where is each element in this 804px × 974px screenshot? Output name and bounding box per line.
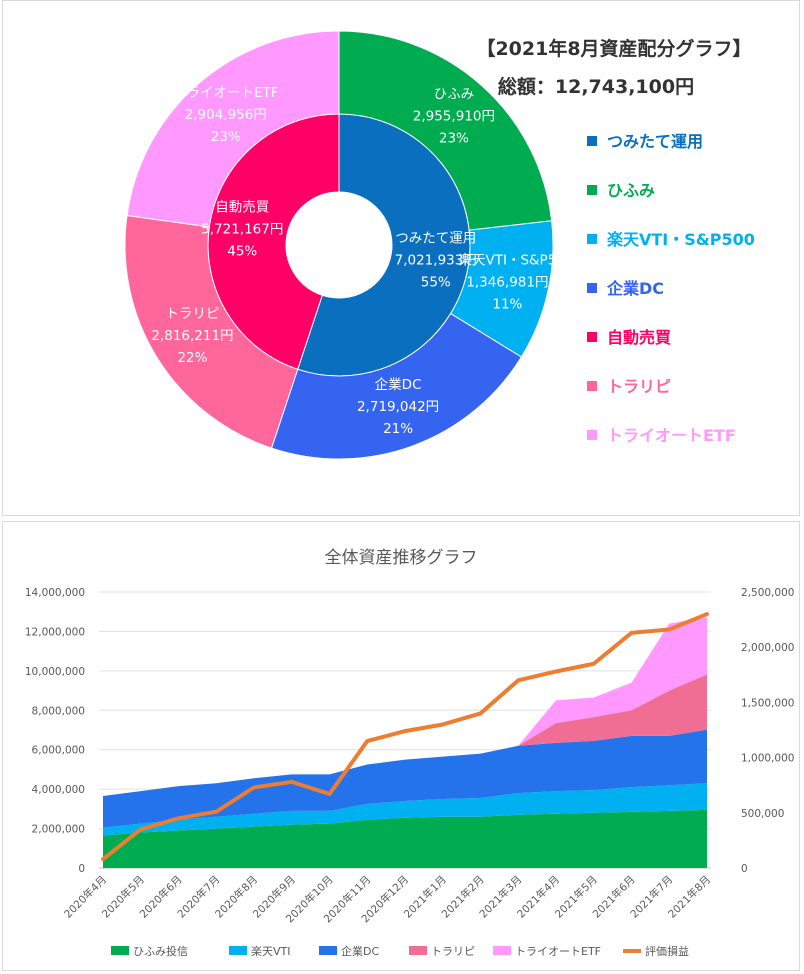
inner-1-label-0: 自動売買 [215,199,269,215]
outer-2-label-0: 企業DC [375,376,422,393]
legend-label-0: つみたて運用 [607,132,703,151]
y-tick-label-7: 14,000,000 [25,587,85,599]
legend-swatch-3 [587,283,597,293]
inner-1-label-1: 5,721,167円 [201,221,283,237]
y2-tick-label-4: 2,000,000 [741,642,794,654]
y2-tick-label-2: 1,000,000 [741,753,794,765]
y2-tick-label-3: 1,500,000 [741,697,794,709]
legend: ひふみ投信 楽天VTI 企業DC トラリピ トライオートETF 評価損益 [111,944,689,958]
area-series-0 [103,809,707,868]
legend-swatch-3 [409,946,427,955]
outer-slice-3 [124,214,299,449]
outer-1-label-1: 1,346,981円 [466,274,548,290]
outer-slice-0 [338,30,553,231]
legend-label-1: 楽天VTI [251,945,291,958]
outer-4-label-1: 2,904,956円 [185,107,267,123]
line-series-評価損益 [101,612,709,862]
legend-label-6: トライオートETF [607,426,736,445]
y-tick-label-3: 6,000,000 [32,745,85,757]
asset-trend-panel: 全体資産推移グラフ 0 2,000,000 4,000,000 6,000,000 8,… [2,521,800,971]
y2-tick-label-0: 0 [741,863,748,875]
legend-label-4: 自動売買 [607,328,671,347]
outer-1-label-0: 楽天VTI・S&P5 [458,252,556,268]
legend-swatch-5 [587,381,597,391]
stacked-area-chart: 全体資産推移グラフ 0 2,000,000 4,000,000 6,000,000 8,… [25,548,795,958]
y-tick-label-1: 2,000,000 [32,824,85,836]
chart-title: 全体資産推移グラフ [325,548,478,568]
inner-0-label-1: 7,021,933円 [395,253,477,269]
outer-4-label-2: 23% [211,129,241,145]
legend-swatch-0 [111,946,129,955]
legend-swatch-1 [587,185,597,195]
legend-swatch-2 [587,234,597,244]
legend-swatch-2 [319,946,337,955]
area-series-3 [103,674,707,797]
legend-swatch-6 [587,430,597,440]
legend-swatch-4 [587,332,597,342]
doughnut-chart: つみたて運用 7,021,933円 55% 自動売買 5,721,167円 45% ひふみ 2… [124,30,755,460]
outer-3-label-2: 22% [177,350,207,366]
inner-0-label-2: 55% [421,275,451,291]
legend-label-3: トラリピ [431,945,475,958]
legend-label-0: ひふみ投信 [133,944,188,958]
y-tick-label-6: 12,000,000 [25,626,85,638]
legend-label-5: トラリピ [607,377,671,396]
y-tick-label-4: 8,000,000 [32,705,85,717]
legend-label-5: 評価損益 [645,944,689,958]
y-tick-label-5: 10,000,000 [25,666,85,678]
outer-2-label-2: 21% [383,421,413,437]
outer-slice-2 [270,312,523,460]
legend-label-2: 楽天VTI・S&P500 [606,230,755,249]
legend-swatch-4 [493,946,511,955]
inner-0-label-0: つみたて運用 [395,231,476,247]
total-amount: 総額：12,743,100円 [498,75,694,98]
legend-label-1: ひふみ [607,181,655,200]
outer-slice-4 [126,30,340,228]
y2-tick-label-5: 2,500,000 [741,587,794,599]
y2-tick-label-1: 500,000 [741,808,784,820]
outer-3-label-0: トラリピ [165,306,219,322]
asset-allocation-panel: つみたて運用 7,021,933円 55% 自動売買 5,721,167円 45% ひふみ 2… [2,0,800,516]
outer-0-label-0: ひふみ [434,86,475,102]
y-tick-label-2: 4,000,000 [32,784,85,796]
legend-swatch-0 [587,136,597,146]
outer-1-label-2: 11% [492,296,522,312]
outer-3-label-1: 2,816,211円 [151,328,233,344]
chart-title: 【2021年8月資産配分グラフ】 [476,37,751,60]
outer-2-label-1: 2,719,042円 [357,399,439,415]
inner-1-label-2: 45% [227,243,257,259]
legend-label-4: トライオートETF [515,945,601,958]
y-tick-label-0: 0 [78,863,85,875]
area-series-1 [103,783,707,836]
legend-label-2: 企業DC [341,944,379,958]
legend-swatch-1 [229,946,247,955]
outer-0-label-1: 2,955,910円 [413,108,495,124]
area-series-4 [103,617,707,797]
area-series-2 [103,729,707,828]
legend-label-3: 企業DC [606,279,664,298]
outer-4-label-0: トライオートETF [173,85,279,101]
outer-0-label-2: 23% [439,130,469,146]
